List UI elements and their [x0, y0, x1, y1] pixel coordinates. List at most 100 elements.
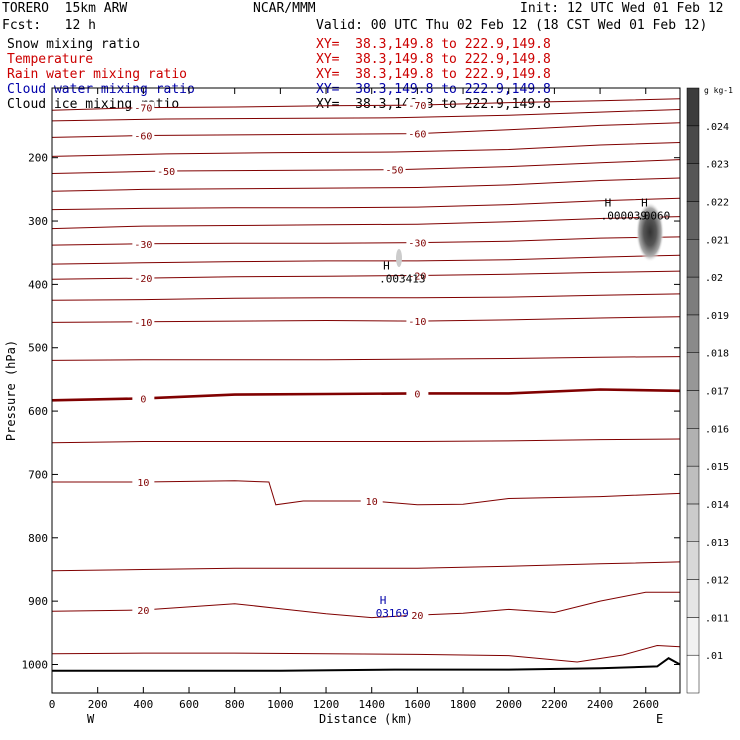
contour-label-bg [132, 101, 155, 114]
colorbar-unit: g kg-1 [704, 86, 733, 95]
colorbar-tick-label: .016 [705, 424, 729, 435]
colorbar-tick-label: .017 [705, 387, 729, 398]
y-tick-label: 400 [28, 278, 48, 291]
plot-border [51, 87, 681, 694]
contour-label: 10 [366, 497, 378, 508]
colorbar-box [686, 465, 700, 505]
x-tick-label: 0 [49, 698, 56, 711]
contour-line [51, 109, 681, 122]
header-fcst: Fcst: 12 h [2, 18, 96, 33]
colorbar-box [686, 390, 700, 429]
colorbar-box [686, 201, 700, 240]
contour-label-bg [406, 387, 429, 400]
colorbar-box [686, 617, 700, 656]
colorbar-box [686, 163, 700, 202]
x-tick-label: 800 [225, 698, 245, 711]
x-tick-label: 600 [179, 698, 199, 711]
y-tick-label: 1000 [22, 658, 49, 671]
y-tick-label: 800 [28, 532, 48, 545]
contour-line [51, 388, 681, 402]
contour-label-bg [132, 129, 155, 142]
y-tick-label: 700 [28, 468, 48, 481]
contour-label: 0 [414, 389, 420, 400]
colorbar-tick-label: .022 [705, 197, 729, 208]
contour-label: -10 [134, 318, 152, 329]
x-tick-label: 1200 [313, 698, 340, 711]
y-tick-label: 900 [28, 595, 48, 608]
extremum-value: 03169 [376, 607, 409, 620]
temperature-contours: -70 -70 -60 -60 -50 -50 -30 -30 -20 -20 -10 -10 0 0 10… [51, 98, 681, 663]
x-tick-label: 2600 [632, 698, 659, 711]
contour-line [51, 316, 681, 323]
contour-label-bg [406, 269, 429, 282]
contour-label-bg [132, 604, 155, 617]
extremum-value: .000039 [601, 209, 647, 222]
contour-line [52, 480, 681, 506]
contour-line [51, 236, 681, 246]
colorbar-box [686, 579, 700, 618]
contour-label: 20 [137, 606, 149, 617]
colorbar-tick-label: .024 [705, 122, 729, 133]
x-tick-label: 2200 [541, 698, 568, 711]
colorbar-tick-label: .012 [705, 576, 729, 587]
header-org: NCAR/MMM [253, 1, 316, 16]
extremum-mark: H [641, 196, 648, 209]
contour-line [51, 293, 681, 301]
contour-label: 10 [137, 478, 149, 489]
contour-label-bg [406, 99, 429, 112]
y-tick-label: 500 [28, 342, 48, 355]
y-tick-label: 300 [28, 215, 48, 228]
field-name: Snow mixing ratio [7, 37, 141, 52]
contour-label: -60 [134, 132, 152, 143]
contour-label: -30 [408, 239, 426, 250]
colorbar-tick-label: .01 [705, 651, 723, 662]
x-end-label-east: E [656, 712, 663, 726]
x-tick-label: 200 [88, 698, 108, 711]
x-tick-label: 2400 [587, 698, 614, 711]
colorbar-box [686, 428, 700, 467]
contour-line [51, 561, 681, 572]
field-name: Temperature [7, 52, 94, 67]
extremum-mark: H [605, 196, 612, 209]
contour-label: -60 [408, 130, 426, 141]
x-axis-label: Distance (km) [319, 712, 413, 726]
contour-line [51, 98, 681, 111]
extremum-mark: H [380, 594, 387, 607]
extremum-value: .0060 [637, 209, 670, 222]
field-xy: XY= 38.3,149.8 to 222.9,149.8 [316, 52, 551, 67]
colorbar-box [686, 654, 700, 694]
colorbar-tick-label: .023 [705, 160, 729, 171]
y-tick-label: 200 [28, 152, 48, 165]
contour-line [51, 159, 681, 174]
axes: 0 200 400 600 800 1000 1200 1400 1600 1800 2000 220… [4, 88, 680, 726]
colorbar-box [686, 276, 700, 316]
x-tick-label: 1000 [267, 698, 294, 711]
contour-label-bg [360, 495, 383, 508]
contour-label-bg [132, 237, 155, 250]
terrain-path [52, 657, 681, 672]
contour-label: -20 [408, 272, 426, 283]
extremum-mark: H [383, 260, 390, 273]
x-end-label-west: W [87, 712, 95, 726]
contour-label: -10 [408, 317, 426, 328]
x-tick-label: 2000 [495, 698, 522, 711]
contour-line [51, 356, 681, 361]
x-tick-label: 400 [133, 698, 153, 711]
colorbar-tick-label: .013 [705, 538, 729, 549]
contour-label: -20 [134, 274, 152, 285]
colorbar-tick-label: .02 [705, 273, 723, 284]
contour-label-bg [406, 609, 429, 622]
field-xy: XY= 38.3,149.8 to 222.9,149.8 [316, 67, 551, 82]
colorbar-box [686, 87, 700, 127]
colorbar-box [686, 352, 700, 391]
colorbar-box [686, 314, 700, 353]
contour-label: -70 [408, 101, 426, 112]
colorbar-tick-label: .014 [705, 500, 729, 511]
contour-label-bg [383, 163, 406, 176]
contour-line [51, 254, 681, 265]
contour-line [51, 177, 681, 192]
contour-label-bg [155, 164, 178, 177]
contour-label-bg [132, 476, 155, 489]
contour-label: -30 [134, 240, 152, 251]
